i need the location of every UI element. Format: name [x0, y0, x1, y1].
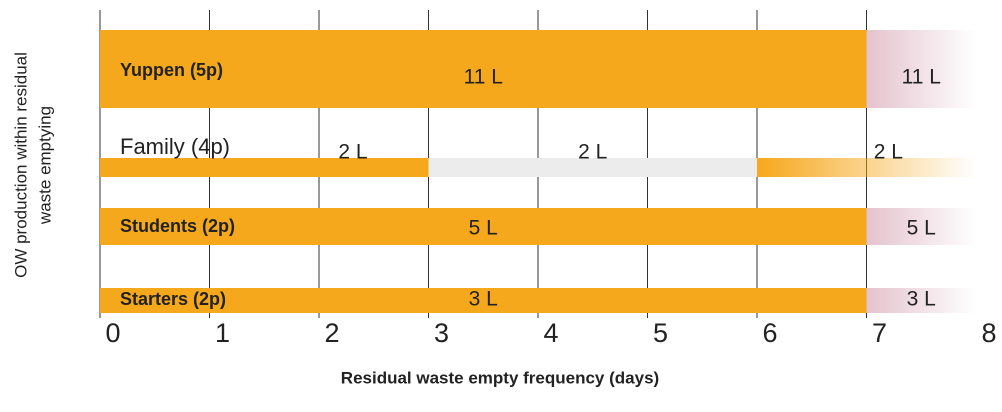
y-axis-label: waste emptying [35, 106, 54, 225]
x-tick-label: 7 [872, 318, 887, 348]
x-tick-label: 5 [653, 318, 668, 348]
x-tick-label: 8 [981, 318, 996, 348]
value-label: 3 L [907, 288, 936, 311]
row-label: Starters (2p) [120, 289, 226, 309]
x-axis-label: Residual waste empty frequency (days) [341, 368, 659, 387]
value-label: 3 L [469, 288, 498, 311]
bar-segment [100, 30, 867, 108]
bar-segment [757, 158, 976, 177]
x-tick-label: 1 [215, 318, 230, 348]
bar-segment [100, 208, 867, 245]
x-tick-label: 4 [543, 318, 558, 348]
value-label: 11 L [902, 66, 941, 89]
value-label: 2 L [874, 141, 903, 164]
bar-segment [100, 158, 429, 177]
bar-segment [100, 288, 867, 313]
x-tick-label: 6 [762, 318, 777, 348]
value-label: 5 L [907, 217, 936, 240]
x-tick-label: 0 [105, 318, 120, 348]
value-label: 5 L [469, 217, 498, 240]
value-label: 11 L [464, 66, 503, 89]
x-tick-label: 2 [324, 318, 339, 348]
row-label: Students (2p) [120, 216, 235, 236]
x-tick-label: 3 [434, 318, 449, 348]
value-label: 2 L [338, 141, 367, 164]
y-axis-label: OW production within residual [11, 52, 30, 278]
value-label: 2 L [578, 141, 607, 164]
row-label: Yuppen (5p) [120, 60, 223, 80]
bar-segment [866, 30, 976, 108]
row-label: Family (4p) [120, 134, 230, 159]
bar-segment [866, 208, 976, 245]
bar-segment [428, 158, 757, 177]
bar-segment [866, 288, 976, 313]
